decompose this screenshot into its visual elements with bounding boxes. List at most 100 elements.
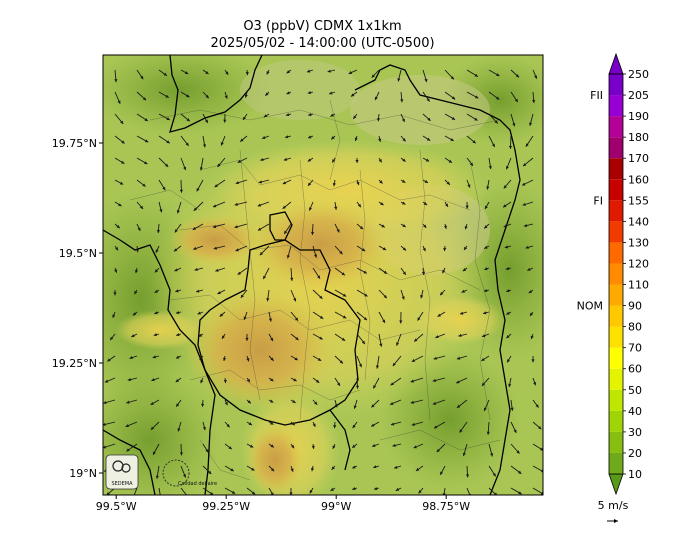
wind-vector-head (451, 116, 456, 120)
wind-vector-head (240, 294, 244, 298)
ozone-core-north (250, 200, 390, 290)
wind-vector-head (210, 491, 214, 495)
wind-vector-head (307, 91, 312, 95)
wind-vector-head (327, 69, 331, 73)
wind-vector-head (451, 96, 456, 100)
wind-vector-head (402, 179, 406, 183)
colorbar-tick-label: 160 (628, 173, 649, 186)
longitude-axis: 99.5°W 99.25°W 99°W 98.75°W (96, 495, 470, 513)
wind-vector-head (332, 159, 336, 163)
wind-vector-head (237, 271, 242, 275)
wind-vector-head (155, 475, 159, 479)
colorbar-segment (609, 242, 623, 264)
wind-vector-head (270, 444, 274, 448)
wind-vector-head (352, 424, 356, 429)
wind-vector-head (339, 360, 343, 364)
sedema-logo: SEDEMA (105, 454, 139, 490)
wind-vector-head (355, 159, 359, 164)
wind-vector-head (308, 135, 312, 139)
wind-vector-head (175, 379, 180, 383)
wind-vector-head (319, 295, 323, 299)
wind-vector-head (319, 336, 323, 340)
wind-vector-head (247, 400, 251, 404)
wind-vector (180, 487, 188, 495)
wind-vector-head (312, 423, 316, 427)
map-subtitle: 2025/05/02 - 14:00:00 (UTC-0500) (210, 36, 435, 51)
wind-vector-head (103, 422, 106, 426)
wind-vector-head (401, 118, 405, 122)
wind-vector-head (411, 358, 416, 362)
wind-vector-head (205, 70, 209, 75)
wind-vector-head (270, 337, 274, 342)
wind-vector-head (155, 249, 159, 253)
colorbar-segment (609, 263, 623, 285)
wind-vector-head (424, 180, 428, 183)
wind-vector-head (213, 246, 218, 250)
colorbar-tick-label: 90 (628, 300, 642, 313)
colorbar-tick-label: 170 (628, 152, 649, 165)
wind-vector-head (506, 334, 510, 339)
map-title: O3 (ppbV) CDMX 1x1km (243, 19, 402, 34)
wind-vector-head (493, 492, 497, 495)
wind-vector-head (166, 117, 170, 121)
state-boundary-south (329, 409, 351, 471)
wind-vector-head (484, 225, 488, 229)
colorbar-segment (609, 221, 623, 243)
wind-vector-head (445, 203, 448, 207)
lat-tick-label: 19°N (69, 467, 97, 480)
ozone-plume-east (415, 295, 505, 345)
wind-vector-head (530, 335, 534, 340)
colorbar: 10 20 30 40 50 60 70 80 90 110 120 130 140 155 160 170 1… (577, 52, 649, 496)
wind-vector-head (504, 245, 509, 249)
wind-vector-head (266, 298, 270, 302)
wind-vector-head (222, 357, 227, 361)
colorbar-segment (609, 158, 623, 180)
wind-vector-head (483, 407, 487, 412)
wind-vector-head (165, 94, 169, 98)
wind-vector-head (286, 70, 290, 74)
wind-vector-head (462, 268, 467, 272)
wind-vector-head (420, 295, 424, 299)
wind-vector-head (151, 378, 155, 382)
wind-vector-head (472, 140, 476, 144)
wind-vector-head (120, 120, 124, 124)
wind-vector-head (508, 145, 513, 149)
wind-vector-head (179, 189, 183, 193)
wind-vector-head (282, 181, 287, 185)
wind-vector-head (402, 247, 407, 251)
wind-vector-head (293, 298, 297, 302)
colorbar-segment (609, 116, 623, 138)
wind-vector-head (483, 288, 488, 293)
wind-vector-head (251, 467, 255, 471)
wind-vector-head (529, 122, 533, 126)
wind-vector-head (485, 205, 488, 210)
wind-vector-head (465, 474, 470, 478)
wind-vector-head (342, 315, 347, 319)
wind-vector-head (402, 271, 406, 275)
wind-vector-head (223, 379, 227, 384)
wind-vector-head (106, 491, 110, 495)
wind-vector-head (390, 382, 394, 386)
wind-vector-head (208, 470, 212, 474)
wind-vector-head (415, 467, 420, 471)
wind-vector-head (270, 421, 274, 425)
wind-vector-head (270, 467, 275, 472)
wind-vector-head (126, 400, 130, 404)
wind-vector-head (450, 138, 454, 141)
wind-vector-head (456, 404, 461, 408)
wind-vector-head (505, 267, 510, 271)
tlahuac-boundary (269, 211, 293, 241)
wind-vector-head (270, 378, 274, 382)
wind-vector-head (456, 356, 461, 360)
terrain-southwest (103, 370, 220, 495)
wind-vector-head (234, 202, 238, 206)
wind-vector-head (154, 269, 159, 273)
colorbar-extend-low (608, 473, 624, 496)
wind-vector-head (175, 310, 180, 315)
wind-vector-head (341, 272, 345, 276)
wind-vector-head (422, 247, 426, 252)
wind-vector-head (364, 293, 368, 297)
wind-vector-head (395, 487, 400, 491)
wind-vector-head (339, 250, 343, 255)
wind-vector-head (245, 71, 249, 76)
